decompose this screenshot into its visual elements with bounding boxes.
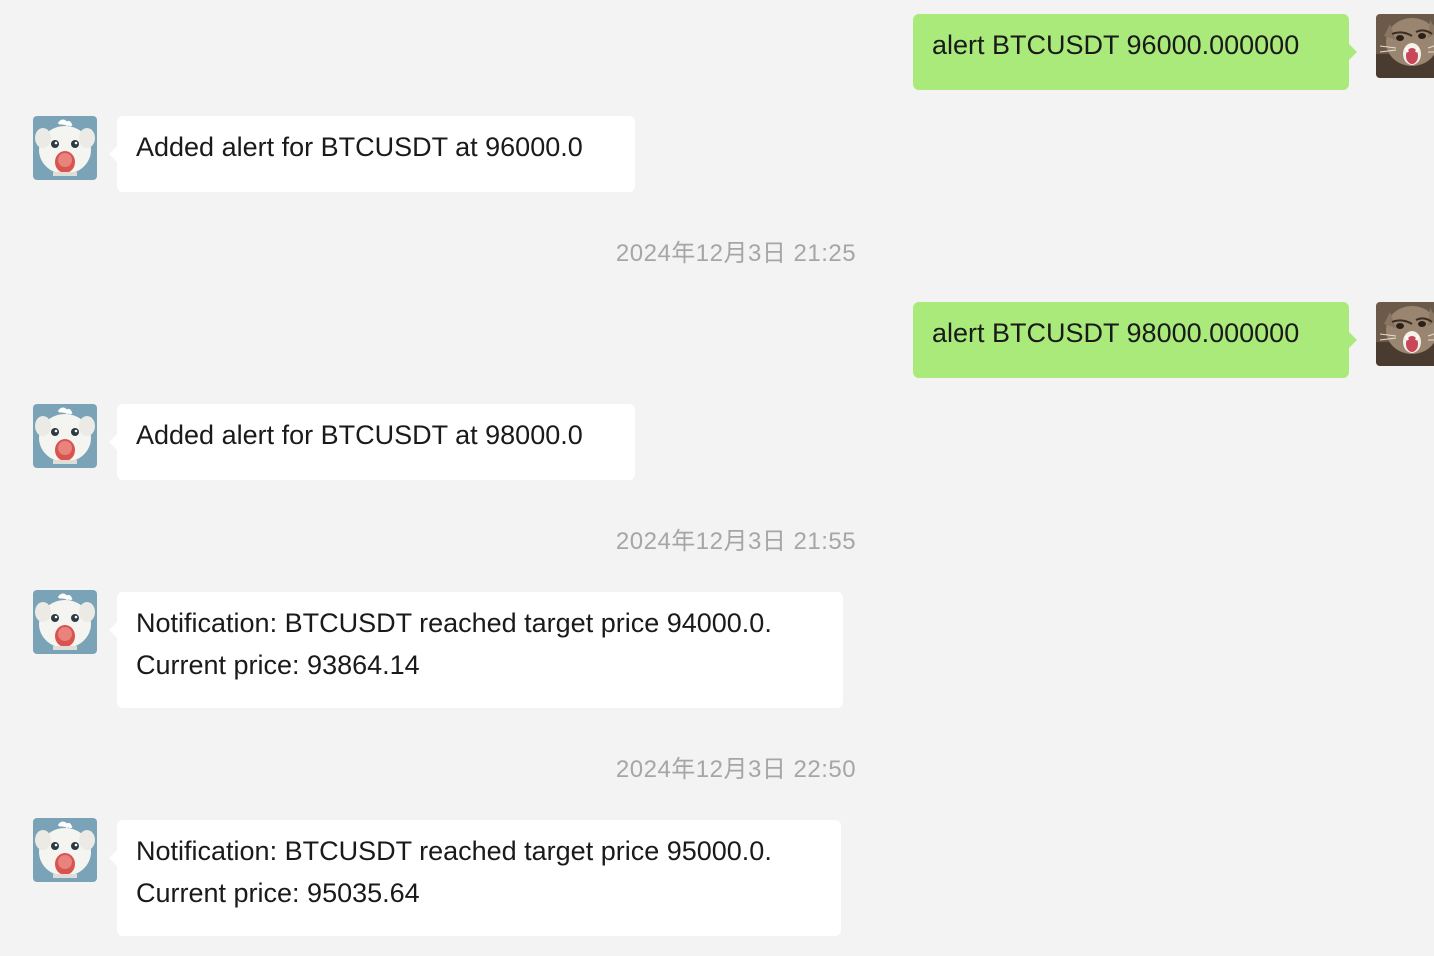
bot-avatar-icon[interactable]: [33, 404, 97, 468]
incoming-message-bubble[interactable]: Notification: BTCUSDT reached target pri…: [109, 820, 841, 936]
timestamp: 2024年12月3日 21:25: [615, 240, 857, 267]
message-text: Added alert for BTCUSDT at 96000.0: [136, 132, 583, 162]
bot-avatar-icon[interactable]: [33, 590, 97, 654]
incoming-message-bubble[interactable]: Added alert for BTCUSDT at 98000.0: [109, 404, 635, 480]
outgoing-message-bubble[interactable]: alert BTCUSDT 98000.000000: [913, 302, 1357, 378]
bot-avatar-icon[interactable]: [33, 116, 97, 180]
cat-avatar-icon[interactable]: [1376, 302, 1434, 366]
timestamp: 2024年12月3日 21:55: [615, 528, 857, 555]
message-text: Current price: 93864.14: [136, 650, 420, 680]
message-text: Current price: 95035.64: [136, 878, 420, 908]
message-text: Notification: BTCUSDT reached target pri…: [136, 608, 772, 638]
incoming-message-bubble[interactable]: Added alert for BTCUSDT at 96000.0: [109, 116, 635, 192]
incoming-message-bubble[interactable]: Notification: BTCUSDT reached target pri…: [109, 592, 843, 708]
outgoing-message-bubble[interactable]: alert BTCUSDT 96000.000000: [913, 14, 1357, 90]
message-text: Notification: BTCUSDT reached target pri…: [136, 836, 772, 866]
message-text: alert BTCUSDT 96000.000000: [932, 30, 1300, 60]
message-text: alert BTCUSDT 98000.000000: [932, 318, 1300, 348]
message-text: Added alert for BTCUSDT at 98000.0: [136, 420, 583, 450]
timestamp: 2024年12月3日 22:50: [615, 756, 857, 783]
bot-avatar-icon[interactable]: [33, 818, 97, 882]
cat-avatar-icon[interactable]: [1376, 14, 1434, 78]
